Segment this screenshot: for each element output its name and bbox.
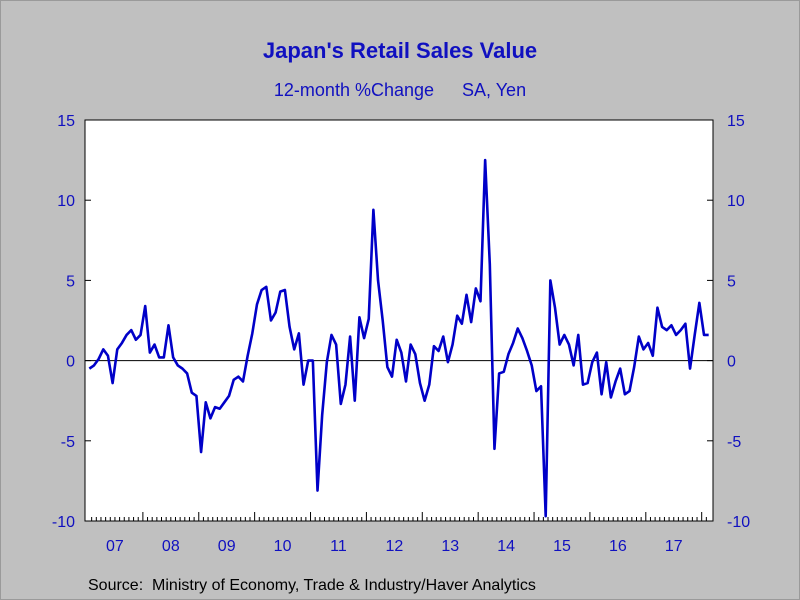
y-tick-label-right: 0	[727, 354, 736, 371]
y-tick-label-left: -10	[52, 514, 75, 531]
y-tick-label-right: -10	[727, 514, 750, 531]
x-tick-label: 16	[609, 538, 627, 555]
x-tick-label: 17	[665, 538, 683, 555]
subtitle-units: SA, Yen	[462, 80, 527, 100]
series-line	[88, 158, 709, 518]
y-tick-label-right: 10	[727, 193, 745, 210]
subtitle-measure: 12-month %Change	[273, 80, 435, 100]
x-tick-label: 09	[218, 538, 236, 555]
source-note: Source: Ministry of Economy, Trade & Ind…	[88, 577, 536, 595]
plot-area	[84, 119, 714, 522]
chart-title: Japan's Retail Sales Value	[262, 38, 538, 63]
x-tick-label: 11	[330, 538, 347, 555]
y-tick-label-left: 5	[66, 273, 75, 290]
x-tick-label: 12	[385, 538, 403, 555]
chart-subtitle: 12-month %Change SA, Yen	[0, 80, 800, 101]
x-tick-label: 15	[553, 538, 571, 555]
y-tick-label-left: 10	[57, 193, 75, 210]
source-text: Ministry of Economy, Trade & Industry/Ha…	[152, 577, 536, 594]
y-tick-label-left: 15	[57, 113, 75, 130]
x-tick-label: 14	[497, 538, 515, 555]
y-tick-label-right: -5	[727, 434, 741, 451]
y-tick-label-right: 5	[727, 273, 736, 290]
x-tick-label: 13	[441, 538, 459, 555]
y-tick-label-left: -5	[61, 434, 75, 451]
y-tick-label-right: 15	[727, 113, 745, 130]
y-tick-label-left: 0	[66, 354, 75, 371]
source-label: Source:	[88, 577, 144, 594]
x-tick-label: 07	[106, 538, 124, 555]
x-tick-label: 10	[274, 538, 292, 555]
x-tick-label: 08	[162, 538, 180, 555]
